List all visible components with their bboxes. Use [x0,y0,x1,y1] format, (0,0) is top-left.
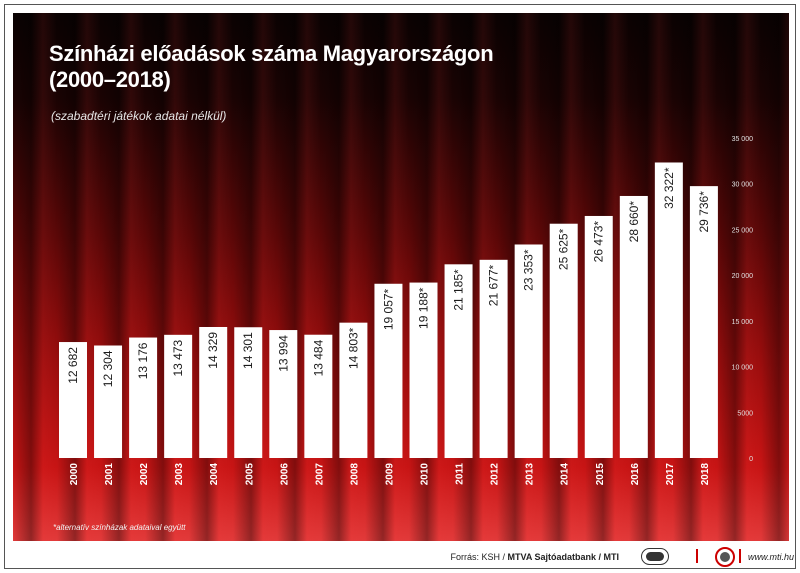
mti-logo-icon [715,547,735,567]
separator-icon [739,549,741,563]
x-tick-label: 2008 [349,463,360,486]
x-tick-label: 2003 [174,463,185,486]
data-label: 14 301 [241,332,255,369]
chart-title: Színházi előadások száma Magyarországon … [49,41,494,93]
data-label: 23 353* [522,249,536,291]
data-label: 21 677* [487,264,501,306]
site-link[interactable]: www.mti.hu [748,552,795,562]
source-prefix: Forrás: KSH / [450,552,505,562]
data-label: 13 473 [171,339,185,376]
infographic-frame: Színházi előadások száma Magyarországon … [4,4,796,569]
source-bold: MTVA Sajtóadatbank / MTI [507,552,619,562]
y-tick-label: 20 000 [732,273,754,280]
y-tick-label: 25 000 [732,227,754,234]
bar [164,334,193,458]
data-label: 12 682 [66,347,80,384]
title-line-1: Színházi előadások száma Magyarországon [49,41,494,66]
bar [304,334,333,458]
data-label: 13 994 [276,335,290,372]
x-tick-label: 2014 [560,463,571,486]
bar-chart: 0 5000 10 000 15 000 20 000 25 000 30 000 35 00… [59,136,754,486]
source-text: Forrás: KSH / MTVA Sajtóadatbank / MTI [450,552,619,562]
data-label: 13 484 [311,339,325,376]
x-tick-label: 2009 [384,463,395,486]
mtva-logo-icon [641,548,669,565]
data-label: 32 322* [662,167,676,209]
bar [94,345,123,458]
data-label: 14 329 [206,332,220,369]
bar [514,244,543,458]
bar [654,162,683,459]
bar [129,337,158,458]
y-tick-label: 30 000 [732,182,754,189]
bar [689,186,718,459]
data-label: 28 660* [627,201,641,243]
x-tick-label: 2010 [420,463,431,486]
x-tick-label: 2017 [665,463,676,486]
bar [444,264,473,458]
data-label: 12 304 [101,350,115,387]
bar [584,215,613,458]
data-label: 25 625* [557,228,571,270]
title-line-2: (2000–2018) [49,67,171,92]
data-label: 19 057* [381,288,395,330]
separator-icon [696,549,698,563]
x-tick-label: 2016 [630,463,641,486]
y-tick-label: 5000 [737,410,753,417]
x-tick-label: 2006 [279,463,290,486]
x-tick-label: 2018 [700,463,711,486]
chart-subtitle: (szabadtéri játékok adatai nélkül) [51,109,227,123]
bar [59,342,87,458]
x-tick-label: 2005 [244,463,255,486]
bar [339,322,368,458]
bar [269,330,298,458]
chart-stage: Színházi előadások száma Magyarországon … [13,13,789,541]
bar [619,195,648,459]
x-tick-label: 2007 [314,463,325,486]
bar [479,259,508,458]
y-tick-label: 0 [749,456,753,463]
y-tick-label: 10 000 [732,365,754,372]
bar [234,327,263,458]
x-tick-label: 2013 [525,463,536,486]
y-tick-label: 15 000 [732,319,754,326]
source-bar: Forrás: KSH / MTVA Sajtóadatbank / MTI w… [5,543,795,568]
bar [374,283,403,458]
x-tick-label: 2001 [104,463,115,486]
x-tick-label: 2012 [490,463,501,486]
data-label: 29 736* [697,191,711,233]
data-label: 14 803* [346,327,360,369]
x-tick-label: 2004 [209,463,220,486]
bar [549,223,578,458]
x-tick-label: 2015 [595,463,606,486]
x-tick-label: 2011 [455,463,466,485]
bar [199,326,228,458]
x-tick-label: 2002 [139,463,150,486]
data-label: 13 176 [136,342,150,379]
footnote: *alternatív színházak adataival együtt [53,523,186,532]
data-label: 21 185* [452,269,466,311]
data-label: 19 188* [417,287,431,329]
x-tick-label: 2000 [69,463,80,486]
data-label: 26 473* [592,221,606,263]
bar [409,282,438,458]
y-tick-label: 35 000 [732,136,754,143]
